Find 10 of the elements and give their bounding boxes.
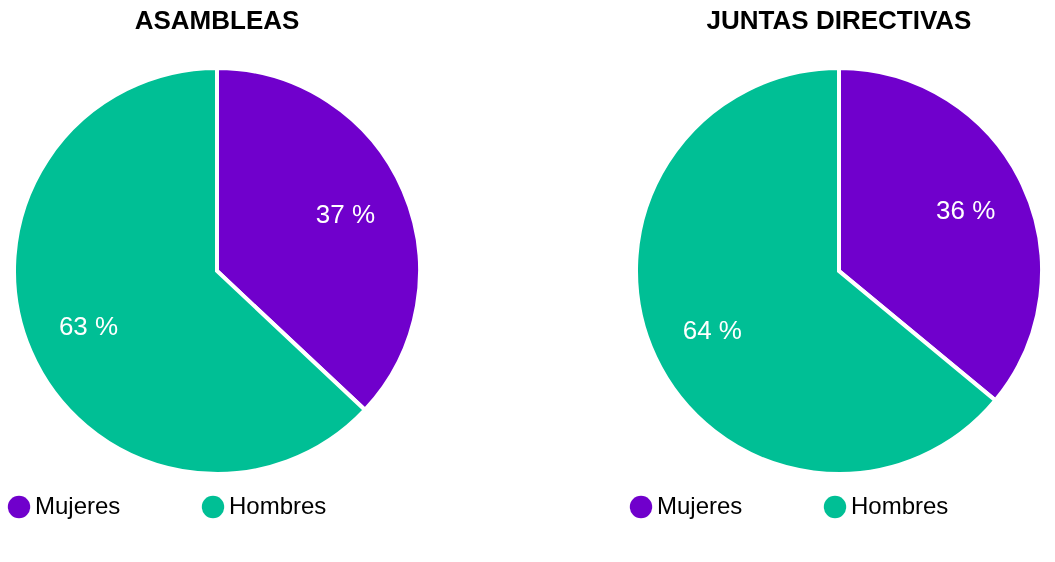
data-label: 36 % — [936, 195, 996, 226]
legend-label: Hombres — [229, 492, 327, 519]
legend-label: Mujeres — [35, 492, 121, 519]
chart-title: ASAMBLEAS — [134, 5, 300, 35]
data-label: 63 % — [58, 310, 119, 341]
legend-label: Mujeres — [657, 492, 743, 519]
legend-label: Hombres — [851, 492, 949, 519]
chart-title: JUNTAS DIRECTIVAS — [706, 5, 972, 35]
data-label: 37 % — [315, 199, 376, 230]
data-label: 64 % — [682, 314, 742, 345]
